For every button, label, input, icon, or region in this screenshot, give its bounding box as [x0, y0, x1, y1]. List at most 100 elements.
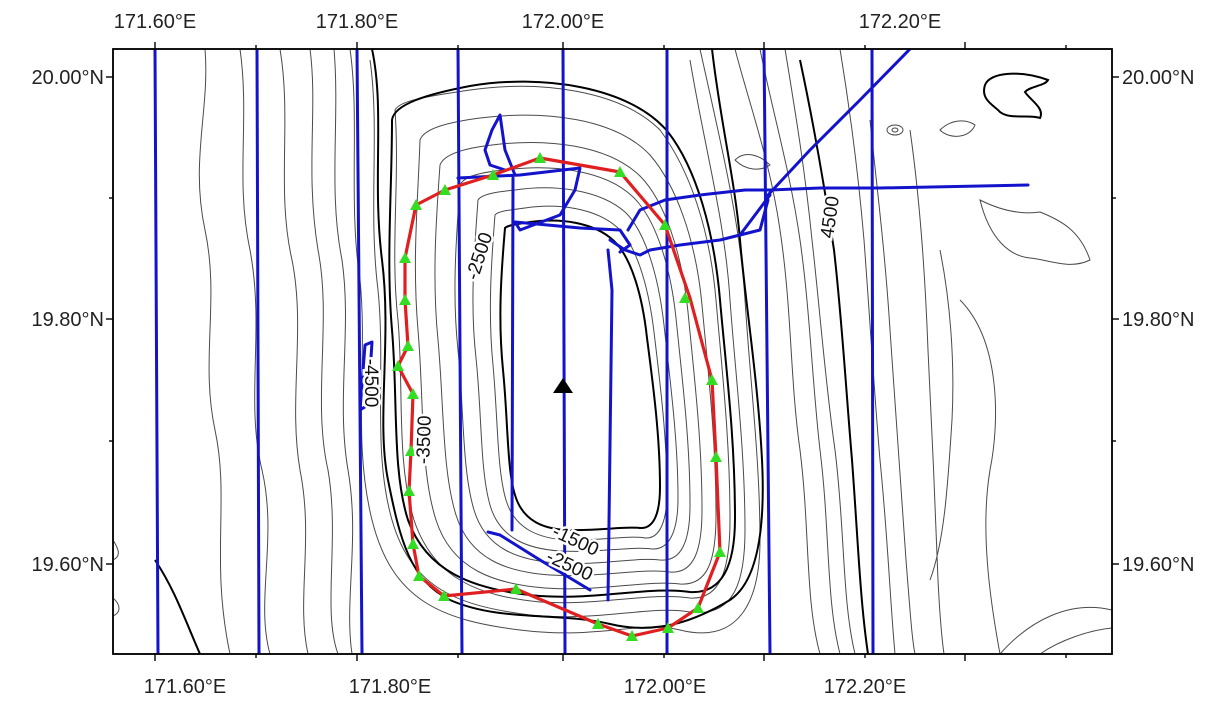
- contour-line-index: [983, 72, 1050, 120]
- station-marker: [407, 388, 419, 399]
- depth-contours: [113, 49, 1112, 654]
- track-line: [153, 49, 160, 654]
- contour-line: [891, 127, 899, 133]
- station-marker: [403, 485, 415, 496]
- contour-line: [979, 199, 1091, 265]
- station-marker: [626, 630, 638, 641]
- right-lat-label: 19.60°N: [1122, 554, 1195, 576]
- contour-line: [784, 49, 856, 654]
- contour-line: [309, 49, 339, 654]
- station-marker: [534, 152, 546, 163]
- contour-line: [239, 49, 271, 654]
- track-line: [738, 193, 772, 237]
- track-line: [486, 530, 592, 592]
- station-marker: [392, 360, 404, 371]
- contour-line: [472, 187, 679, 552]
- top-lon-label: 172.00°E: [522, 11, 605, 33]
- contour-line: [734, 49, 821, 654]
- bottom-lon-label: 172.00°E: [624, 676, 707, 698]
- contour-line: [929, 249, 954, 581]
- contour-line-index: [799, 59, 869, 654]
- contour-line: [869, 119, 916, 654]
- contour-line: [349, 49, 761, 634]
- station-marker: [410, 199, 422, 210]
- track-line: [358, 340, 374, 412]
- contour-label: -3500: [413, 415, 436, 464]
- contour-line: [1039, 627, 1112, 654]
- contour-line-index: [154, 559, 201, 654]
- bottom-lon-label: 171.60°E: [144, 676, 227, 698]
- contour-line: [414, 114, 717, 590]
- station-marker: [439, 184, 451, 195]
- station-marker: [662, 622, 674, 633]
- contour-line: [434, 142, 703, 577]
- contour-label: -4500: [360, 359, 381, 408]
- station-marker: [438, 590, 450, 601]
- track-line: [870, 49, 875, 654]
- station-marker: [692, 602, 704, 613]
- contour-line: [909, 129, 945, 654]
- contour-line: [759, 49, 841, 654]
- right-axis-labels: 20.00°N 19.80°N 19.60°N: [1122, 67, 1195, 576]
- track-line: [456, 49, 464, 654]
- station-marker: [592, 618, 604, 629]
- contour-line: [394, 85, 731, 604]
- station-marker: [510, 583, 522, 594]
- contour-line: [939, 120, 976, 137]
- right-lat-label: 19.80°N: [1122, 309, 1195, 331]
- top-lon-label: 171.60°E: [114, 11, 197, 33]
- track-line: [255, 49, 261, 654]
- contour-line: [454, 167, 691, 565]
- station-marker: [399, 294, 411, 305]
- survey-line: [396, 156, 722, 638]
- bottom-lon-label: 171.80°E: [349, 676, 432, 698]
- station-marker: [714, 546, 726, 557]
- left-lat-label: 19.80°N: [32, 309, 105, 331]
- contour-line: [279, 49, 309, 654]
- station-marker: [614, 166, 626, 177]
- track-line: [510, 176, 515, 532]
- track-line: [766, 49, 912, 197]
- contour-line: [999, 606, 1112, 654]
- left-axis-labels: 20.00°N 19.80°N 19.60°N: [32, 67, 105, 576]
- station-marker: [679, 292, 691, 303]
- contour-line: [113, 597, 120, 617]
- bottom-axis-labels: 171.60°E 171.80°E 172.00°E 172.20°E: [144, 676, 907, 698]
- top-lon-label: 172.20°E: [859, 11, 942, 33]
- contour-line: [489, 205, 668, 541]
- station-marker: [710, 451, 722, 462]
- station-marker: [405, 445, 417, 456]
- station-marker: [407, 538, 419, 549]
- track-line: [762, 49, 772, 654]
- station-marker: [706, 374, 718, 385]
- station-marker: [659, 219, 671, 230]
- contour-line: [333, 49, 354, 654]
- station-marker: [487, 169, 499, 180]
- contour-line: [959, 299, 1001, 654]
- track-line: [561, 49, 567, 654]
- contour-line: [734, 154, 771, 170]
- left-lat-label: 19.60°N: [32, 554, 105, 576]
- contour-line-index: [388, 80, 737, 598]
- left-lat-label: 20.00°N: [32, 67, 105, 89]
- top-axis-labels: 171.60°E 171.80°E 172.00°E 172.20°E: [114, 11, 942, 33]
- contour-line-index: [371, 49, 764, 629]
- station-marker: [399, 252, 411, 263]
- track-line: [483, 113, 517, 177]
- right-lat-label: 20.00°N: [1122, 67, 1195, 89]
- station-markers: [392, 152, 726, 641]
- bottom-lon-label: 172.20°E: [824, 676, 907, 698]
- axis-ticks: [106, 42, 1119, 661]
- track-line: [355, 49, 364, 654]
- center-marker: [553, 378, 573, 393]
- contour-line: [113, 539, 119, 561]
- station-marker: [402, 340, 414, 351]
- contour-line: [369, 59, 746, 618]
- top-lon-label: 171.80°E: [316, 11, 399, 33]
- track-line: [456, 166, 632, 254]
- track-line: [608, 198, 770, 257]
- contour-line: [886, 124, 904, 136]
- track-line: [606, 248, 614, 602]
- station-marker: [413, 570, 425, 581]
